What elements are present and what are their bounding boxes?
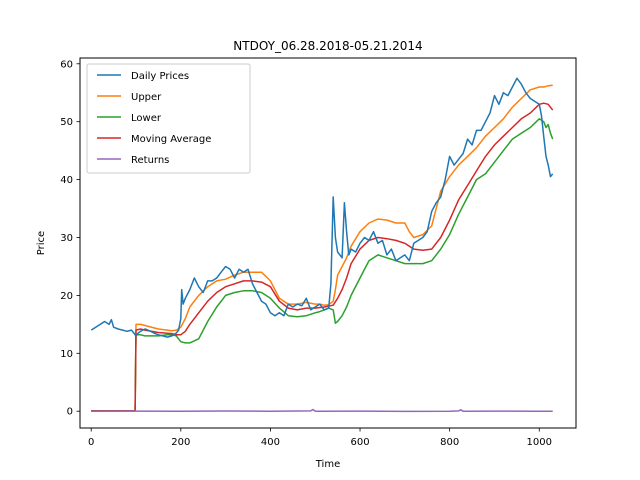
x-tick-label: 0 (88, 437, 94, 448)
x-axis-label: Time (315, 459, 340, 470)
legend: Daily Prices Upper Lower Moving Average Retu… (86, 63, 251, 174)
series-layer (90, 77, 554, 413)
y-axis: 0 10 20 30 40 50 60 (60, 59, 80, 418)
plot-frame (79, 57, 577, 429)
y-tick-label: 50 (60, 117, 73, 128)
legend-label: Moving Average (131, 134, 211, 145)
y-tick-label: 0 (67, 407, 73, 418)
x-axis: 0 200 400 600 800 1000 (88, 428, 552, 448)
legend-label: Upper (131, 92, 162, 103)
series-line-upper (91, 84, 553, 412)
series-line-daily-prices (90, 77, 554, 338)
series-line-returns (91, 408, 553, 413)
legend-label: Daily Prices (131, 71, 189, 82)
x-tick-label: 1000 (527, 437, 552, 448)
y-tick-label: 20 (60, 291, 73, 302)
legend-box (86, 63, 251, 174)
x-tick-label: 800 (440, 437, 459, 448)
y-tick-label: 30 (60, 233, 73, 244)
legend-label: Lower (131, 113, 162, 124)
y-tick-label: 10 (60, 349, 73, 360)
x-tick-label: 200 (171, 437, 190, 448)
y-tick-label: 60 (60, 59, 73, 70)
x-tick-label: 600 (350, 437, 369, 448)
chart-title: NTDOY_06.28.2018-05.21.2014 (233, 39, 422, 53)
y-axis-label: Price (36, 231, 47, 255)
legend-label: Returns (131, 155, 169, 166)
series-line-moving-average (91, 102, 554, 412)
plot-area (79, 57, 577, 429)
x-tick-label: 400 (261, 437, 280, 448)
y-tick-label: 40 (60, 175, 73, 186)
series-line-lower (91, 118, 554, 412)
